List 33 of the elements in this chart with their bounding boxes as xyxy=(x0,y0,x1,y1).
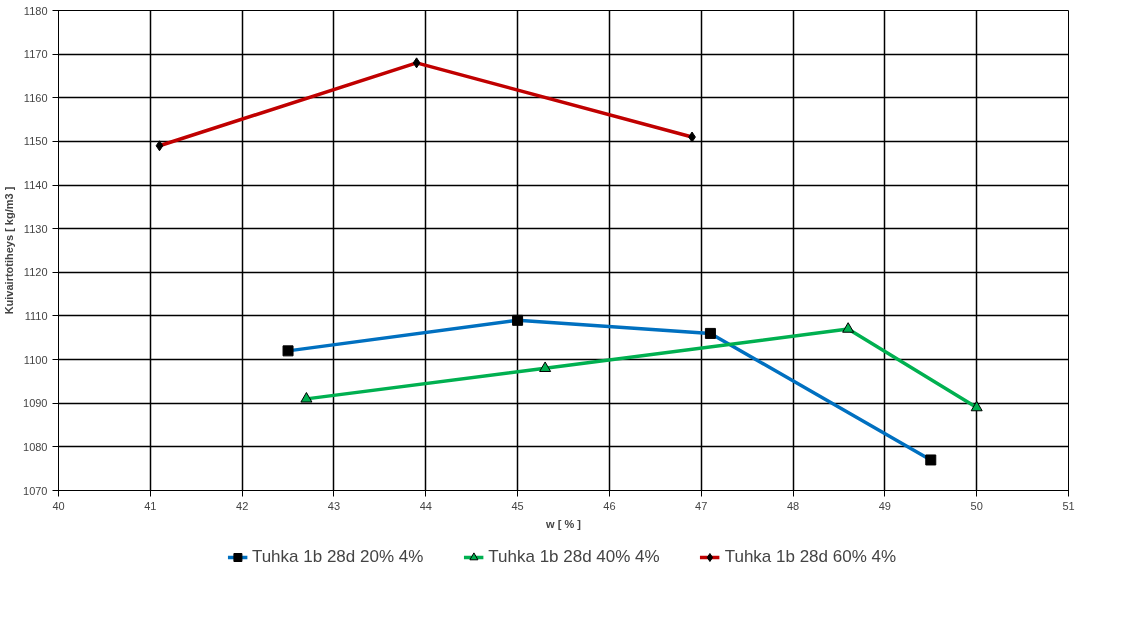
y-tick-label: 1150 xyxy=(23,135,48,148)
point xyxy=(842,322,855,333)
y-tick-label: 1130 xyxy=(23,222,48,235)
point xyxy=(970,400,983,412)
legend-label: Tuhka 1b 28d 40% 4% xyxy=(488,547,660,567)
x-tick-label: 50 xyxy=(970,499,983,512)
x-tick-label: 46 xyxy=(603,499,616,512)
x-tick-label: 40 xyxy=(52,499,65,512)
y-tick-label: 1070 xyxy=(23,484,48,497)
legend-label: Tuhka 1b 28d 60% 4% xyxy=(724,547,897,567)
y-tick-label: 1140 xyxy=(23,179,48,192)
legend-label: Tuhka 1b 28d 20% 4% xyxy=(251,547,424,567)
y-tick-label: 1100 xyxy=(23,353,48,366)
x-tick-label: 47 xyxy=(695,499,708,512)
x-tick-label: 51 xyxy=(1062,499,1075,512)
x-tick-label: 43 xyxy=(327,499,341,512)
x-tick-label: 41 xyxy=(144,499,157,512)
x-tick-label: 48 xyxy=(786,499,800,512)
y-tick-label: 1080 xyxy=(23,440,48,453)
y-tick-label: 1180 xyxy=(23,4,48,17)
x-axis-title: w [ % ] xyxy=(545,517,582,530)
x-tick-label: 45 xyxy=(511,499,524,512)
x-tick-label: 42 xyxy=(236,499,249,512)
y-tick-label: 1120 xyxy=(23,266,48,279)
y-tick-label: 1170 xyxy=(23,48,48,61)
x-tick-label: 44 xyxy=(419,499,432,512)
y-tick-label: 1160 xyxy=(23,91,48,104)
y-axis-title: Kuivairtotiheys [ kg/m3 ] xyxy=(3,186,16,315)
y-tick-label: 1110 xyxy=(24,309,48,322)
point xyxy=(539,361,552,372)
x-tick-label: 49 xyxy=(878,499,891,512)
y-tick-label: 1090 xyxy=(23,397,48,410)
point xyxy=(300,392,313,403)
